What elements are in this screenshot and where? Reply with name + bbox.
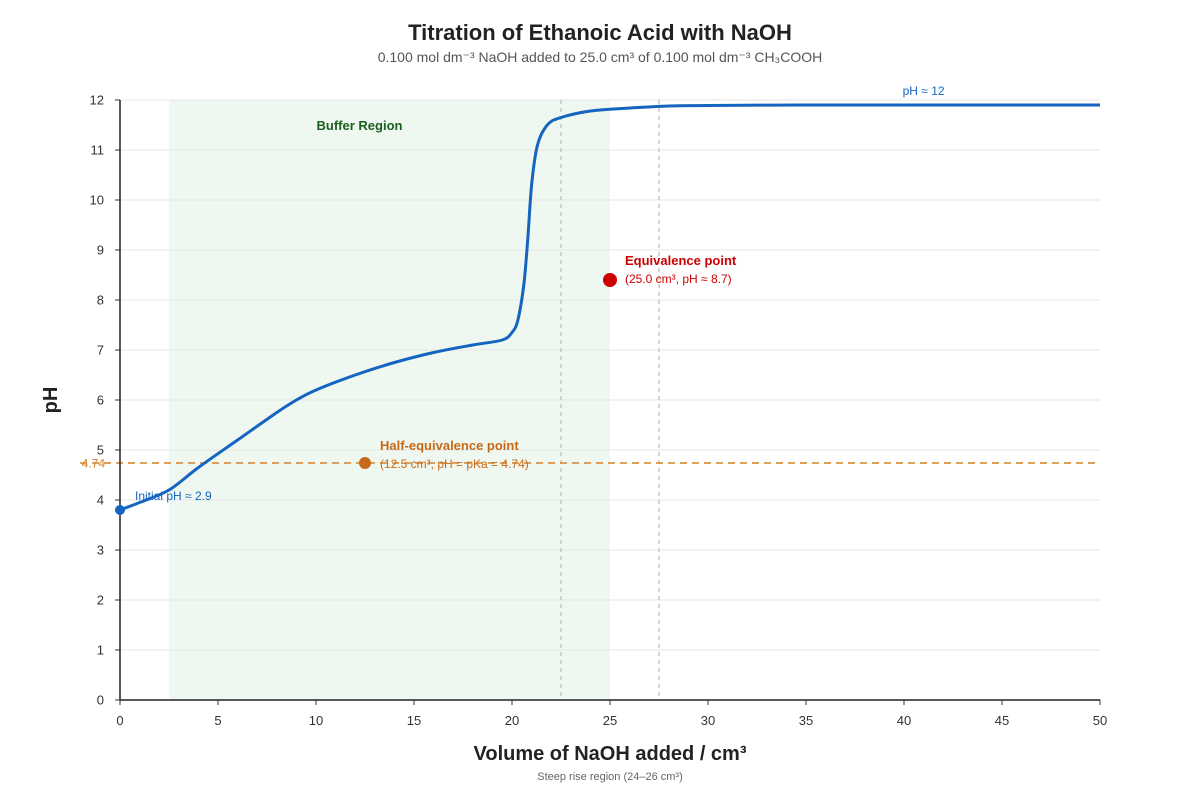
x-tick-label: 25 [603,713,617,728]
y-tick-label: 7 [97,343,104,358]
x-tick-label: 0 [116,713,123,728]
y-tick-label: 8 [97,293,104,308]
half-equivalence-sublabel: (12.5 cm³, pH = pKa = 4.74) [380,457,529,471]
x-tick-label: 30 [701,713,715,728]
x-tick-label: 5 [214,713,221,728]
x-tick-label: 10 [309,713,323,728]
y-tick-label: 1 [97,643,104,658]
half-equivalence-point [359,457,371,469]
y-tick-label: 4 [97,493,104,508]
equivalence-point [603,273,617,287]
x-tick-label: 15 [407,713,421,728]
half-equivalence-label: Half-equivalence point [380,438,519,453]
y-tick-label: 6 [97,393,104,408]
y-tick-label: 9 [97,243,104,258]
y-tick-label: 0 [97,693,104,708]
equivalence-sublabel: (25.0 cm³, pH ≈ 8.7) [625,272,732,286]
y-tick-label: 11 [91,143,105,158]
chart-subtitle: 0.100 mol dm⁻³ NaOH added to 25.0 cm³ of… [378,49,823,65]
x-axis-title: Volume of NaOH added / cm³ [474,743,747,765]
y-tick-label: 12 [90,93,104,108]
y-tick-label: 2 [97,593,104,608]
x-tick-label: 35 [799,713,813,728]
buffer-region-label: Buffer Region [317,118,403,133]
y-tick-label: 10 [90,193,104,208]
footnote: Steep rise region (24–26 cm³) [537,771,683,783]
initial-point-label: Initial pH ≈ 2.9 [135,489,212,503]
initial-point [115,505,125,515]
x-tick-label: 40 [897,713,911,728]
equivalence-label: Equivalence point [625,253,737,268]
plateau-label: pH ≈ 12 [903,84,945,98]
y-tick-label: 5 [97,443,104,458]
y-tick-label: 3 [97,543,104,558]
x-tick-label: 45 [995,713,1009,728]
pka-label: 4.74 [82,457,106,471]
titration-curve [119,103,1100,512]
chart-title: Titration of Ethanoic Acid with NaOH [408,20,792,45]
x-tick-label: 20 [505,713,519,728]
x-tick-label: 50 [1093,713,1107,728]
y-axis-title: pH [40,387,62,414]
